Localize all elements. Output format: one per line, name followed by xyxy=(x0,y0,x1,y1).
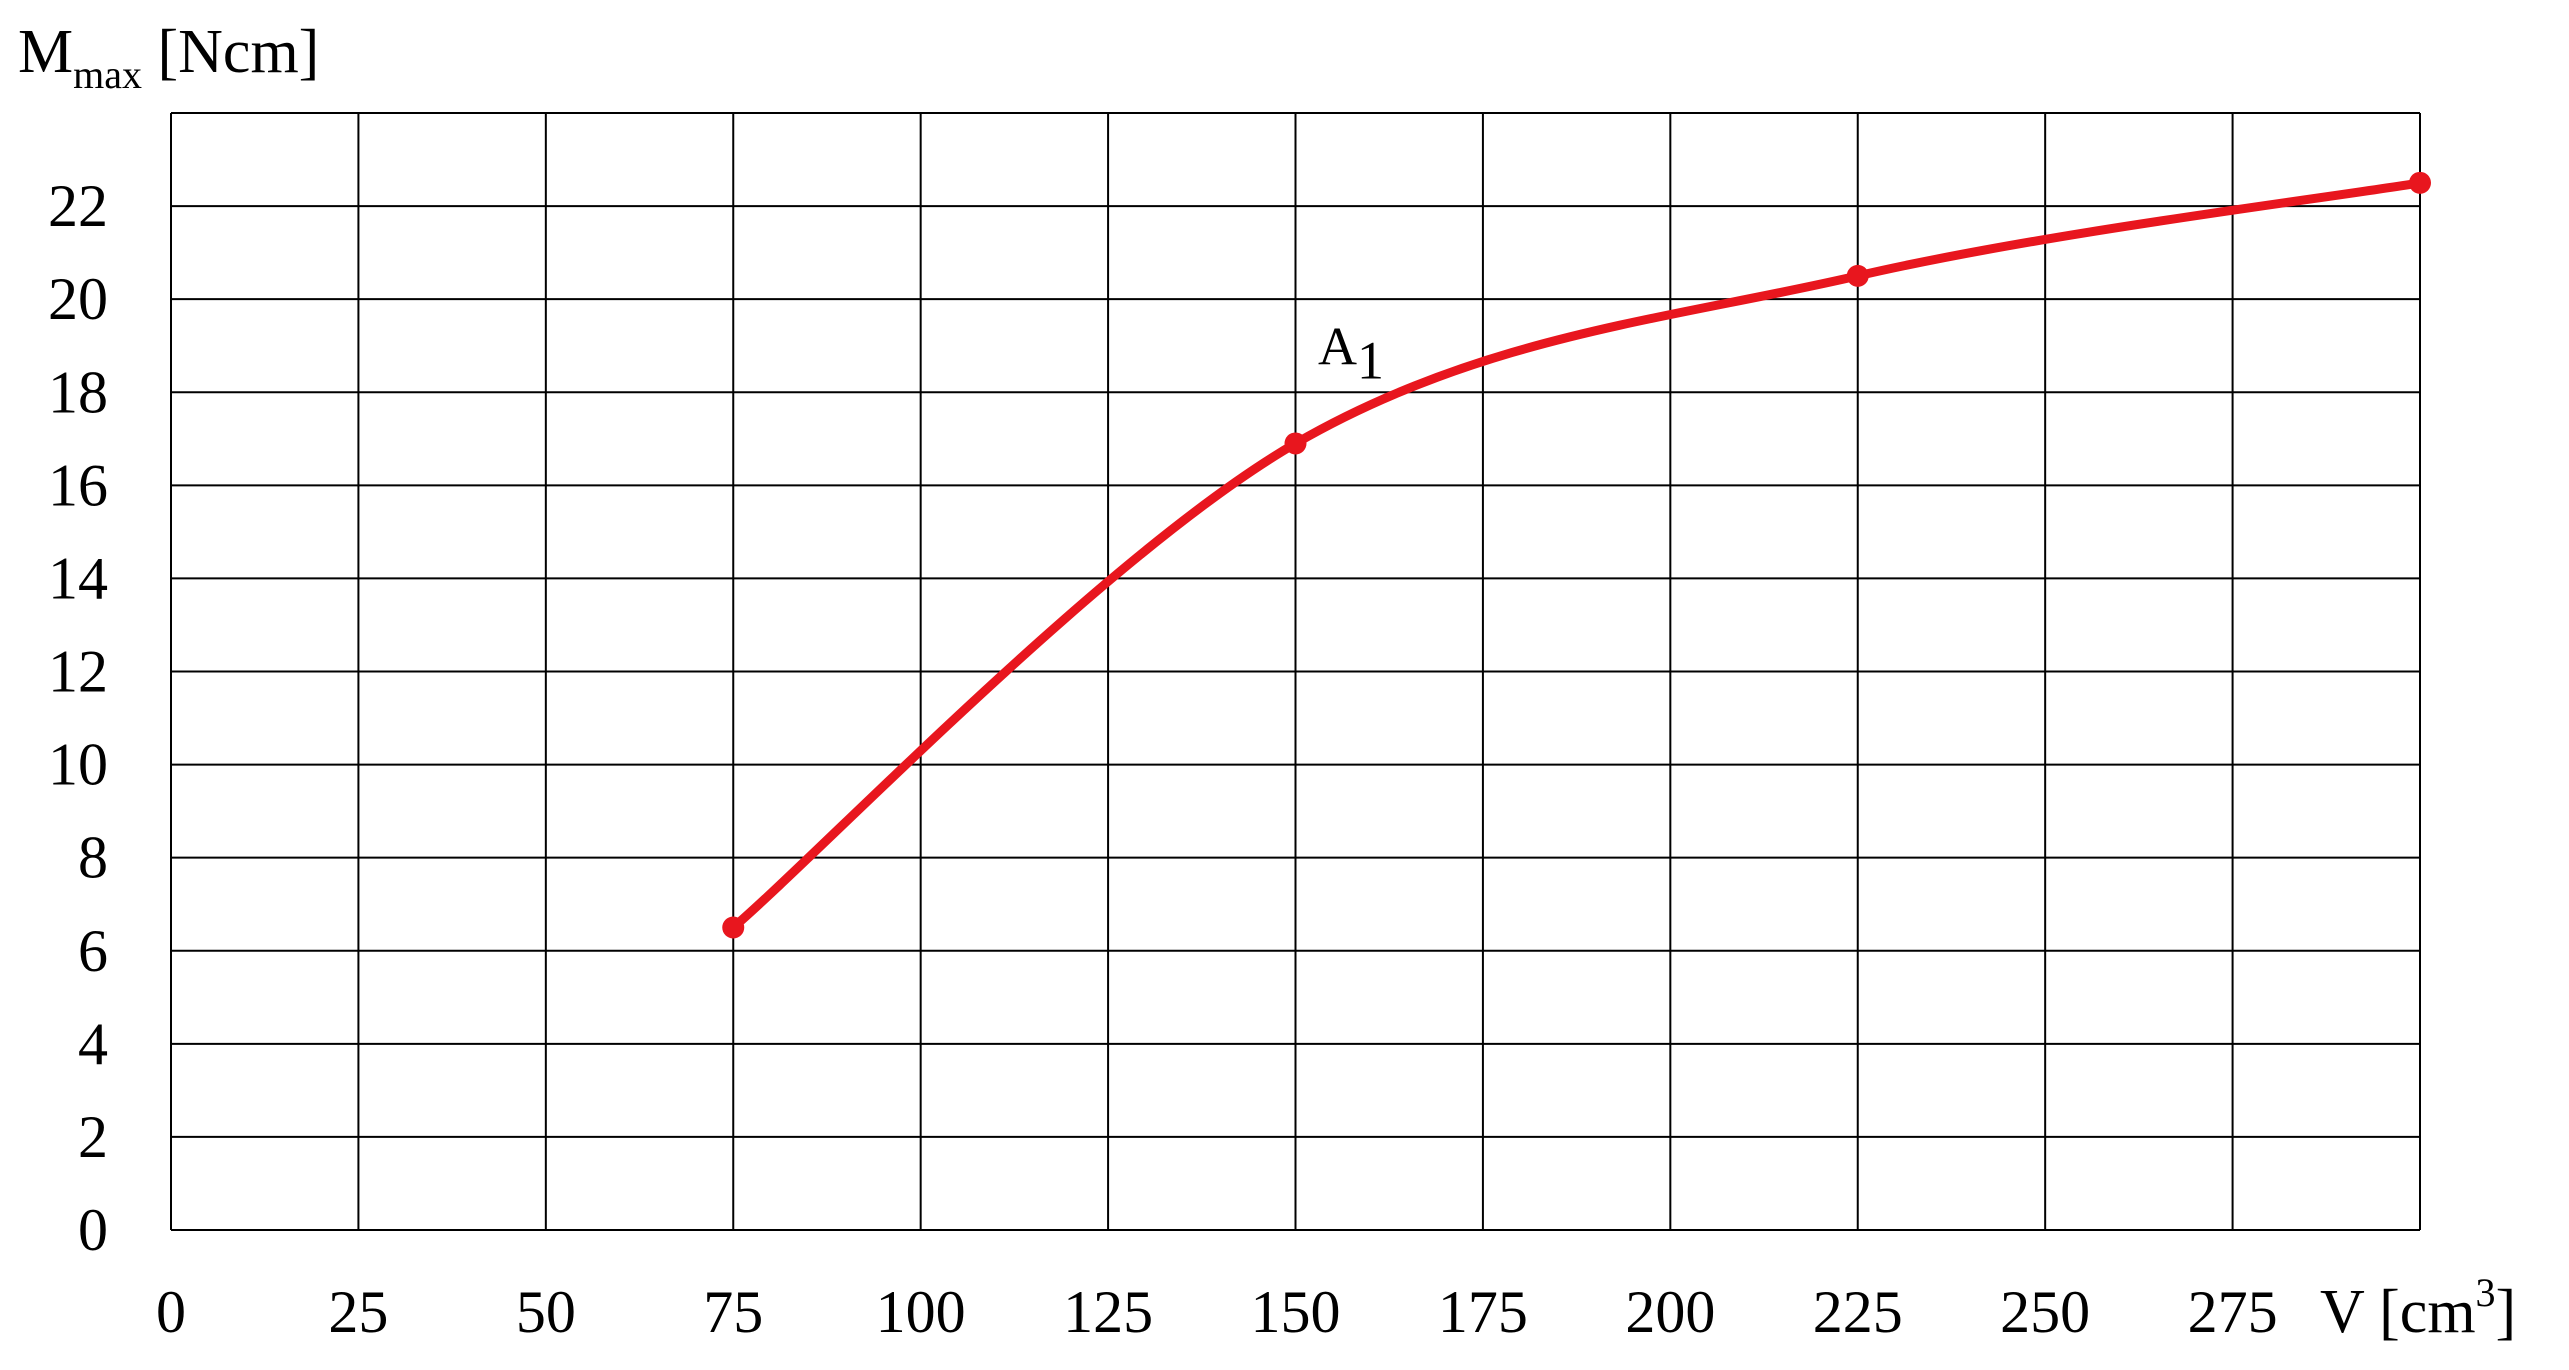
y-tick-label: 2 xyxy=(78,1104,108,1170)
x-tick-label: 75 xyxy=(703,1279,763,1345)
series-line xyxy=(728,178,2425,932)
y-tick-label: 18 xyxy=(48,359,108,425)
y-tick-label: 8 xyxy=(78,825,108,891)
y-tick-label: 12 xyxy=(48,639,108,705)
y-axis-title-base: M xyxy=(18,18,73,86)
data-point xyxy=(1846,264,1869,287)
grid xyxy=(170,112,2421,1231)
series xyxy=(722,171,2431,939)
data-point xyxy=(1284,432,1307,455)
y-tick-label: 6 xyxy=(78,918,108,984)
x-tick-label: 200 xyxy=(1625,1279,1715,1345)
data-point xyxy=(2409,171,2431,194)
x-tick-label: 150 xyxy=(1251,1279,1341,1345)
annotation-sub: 1 xyxy=(1357,330,1384,390)
y-tick-label: 10 xyxy=(48,732,108,798)
x-tick-label: 175 xyxy=(1438,1279,1528,1345)
x-tick-label: 100 xyxy=(876,1279,966,1345)
y-axis-title-sub: max xyxy=(73,52,142,97)
data-point xyxy=(722,916,745,939)
y-tick-label: 0 xyxy=(78,1197,108,1263)
y-tick-label: 20 xyxy=(48,266,108,332)
y-tick-label: 22 xyxy=(48,173,108,239)
y-tick-label: 14 xyxy=(48,545,108,611)
x-tick-label: 125 xyxy=(1063,1279,1153,1345)
y-axis-title-unit: [Ncm] xyxy=(142,18,319,86)
annotation-label: A1 xyxy=(1318,316,1384,390)
x-tick-label: 250 xyxy=(2000,1279,2090,1345)
x-tick-label: 0 xyxy=(156,1279,186,1345)
y-tick-label: 4 xyxy=(78,1011,108,1077)
y-tick-label: 16 xyxy=(48,452,108,518)
x-axis-title-sup: 3 xyxy=(2476,1270,2496,1315)
annotation-base: A xyxy=(1318,316,1357,376)
x-tick-label: 275 xyxy=(2188,1279,2278,1345)
x-tick-label: 225 xyxy=(1813,1279,1903,1345)
annotations: A1 xyxy=(1318,316,1384,390)
x-axis-title-end: ] xyxy=(2496,1278,2517,1346)
y-axis-title: Mmax [Ncm] xyxy=(18,18,319,97)
x-tick-label: 25 xyxy=(328,1279,388,1345)
x-axis-title: V [cm3] xyxy=(2320,1270,2516,1346)
y-tick-labels: 0 2 4 6 8 10 12 14 16 18 20 22 xyxy=(48,173,108,1263)
x-tick-label: 50 xyxy=(516,1279,576,1345)
x-axis-title-base: V [cm xyxy=(2320,1278,2476,1346)
x-tick-labels: 0 25 50 75 100 125 150 175 200 225 250 275 xyxy=(156,1279,2278,1345)
